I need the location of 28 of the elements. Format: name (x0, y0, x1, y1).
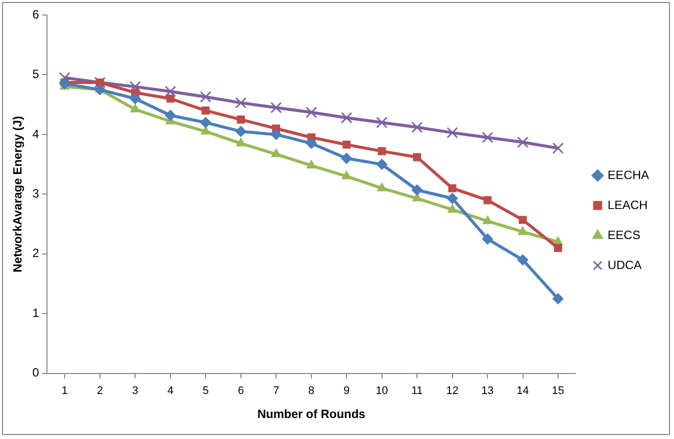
x-tick-label: 10 (376, 385, 388, 398)
y-tick-label: 3 (32, 186, 40, 201)
x-tick-label: 4 (167, 385, 174, 398)
x-tick-label: 5 (202, 385, 209, 398)
x-axis-title: Number of Rounds (257, 407, 366, 422)
y-tick-label: 4 (32, 126, 40, 141)
y-tick-label: 5 (32, 67, 40, 82)
x-tick-label: 11 (411, 385, 423, 398)
legend-label: UDCA (608, 258, 642, 272)
x-tick-label: 6 (238, 385, 244, 398)
x-tick-label: 7 (273, 385, 280, 398)
x-tick-label: 15 (552, 385, 564, 398)
x-tick-label: 8 (308, 385, 314, 398)
x-tick-label: 2 (96, 385, 103, 398)
x-tick-label: 13 (481, 385, 494, 398)
y-axis-title: NetworkAvarage Energy (J) (10, 116, 25, 272)
legend-label: LEACH (608, 198, 648, 212)
y-tick-label: 2 (32, 246, 40, 260)
y-tick-label: 6 (32, 7, 40, 22)
x-tick-label: 12 (446, 385, 458, 398)
y-tick-label: 0 (32, 366, 40, 380)
x-tick-label: 1 (62, 385, 68, 398)
legend-label: EECS (608, 228, 640, 242)
legend-label: EECHA (608, 168, 649, 182)
x-tick-label: 3 (132, 385, 138, 398)
x-tick-label: 14 (516, 385, 529, 398)
x-tick-label: 9 (344, 385, 350, 398)
y-tick-label: 1 (32, 306, 40, 320)
